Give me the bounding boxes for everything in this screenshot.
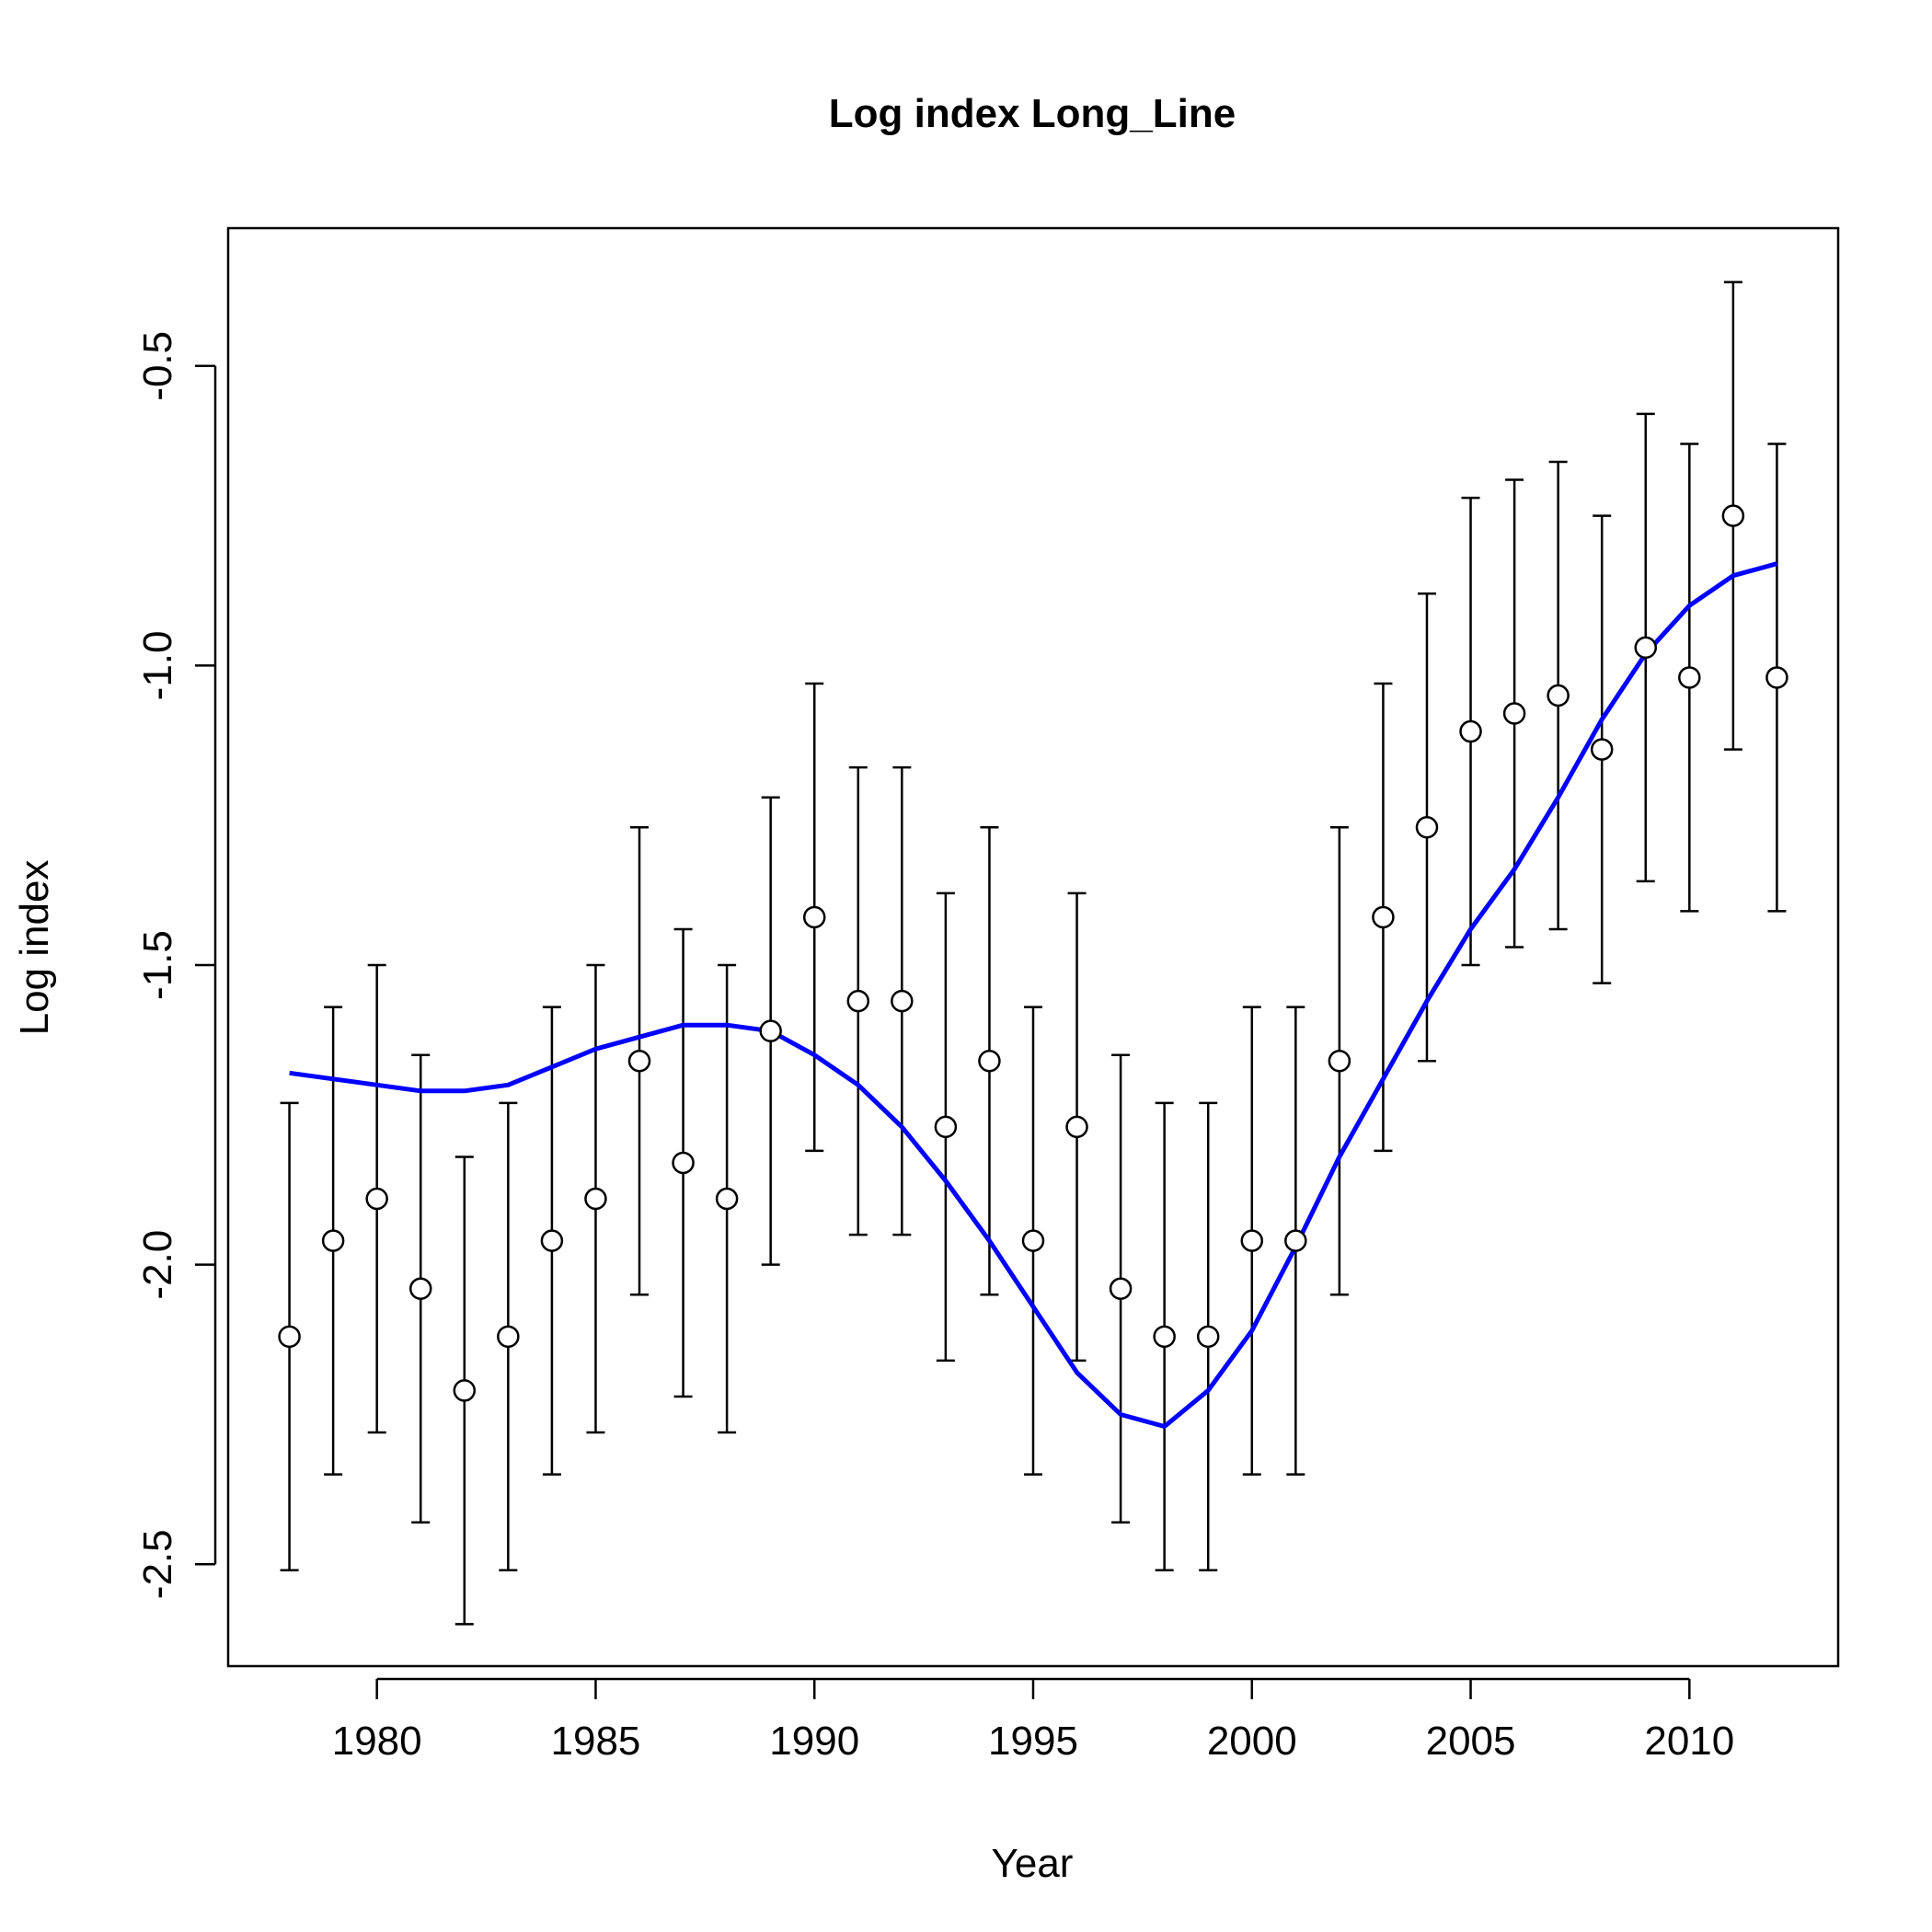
data-point — [408, 1277, 432, 1300]
data-point — [1590, 738, 1614, 761]
data-point — [802, 905, 826, 929]
x-tick-label: 1980 — [332, 1719, 422, 1764]
data-point — [1765, 666, 1788, 689]
x-tick-label: 1995 — [988, 1719, 1078, 1764]
y-tick-label: -1.5 — [135, 930, 180, 1000]
data-point — [934, 1115, 958, 1139]
y-axis-label: Log index — [12, 860, 57, 1036]
data-point — [1678, 666, 1701, 689]
x-tick-label: 1985 — [551, 1719, 641, 1764]
x-tick-label: 2000 — [1207, 1719, 1297, 1764]
data-point — [584, 1187, 607, 1211]
data-point — [497, 1325, 520, 1349]
data-point — [321, 1229, 345, 1252]
data-point — [715, 1187, 739, 1211]
chart-title: Log index Long_Line — [829, 91, 1236, 136]
data-point — [1065, 1115, 1088, 1139]
plot-frame — [226, 226, 1840, 1668]
data-point — [1328, 1049, 1351, 1073]
data-point — [1284, 1229, 1307, 1252]
error-bars — [280, 281, 1787, 1626]
data-point — [1459, 719, 1482, 743]
y-tick-label: -2.0 — [135, 1230, 180, 1300]
y-tick-label: -2.5 — [135, 1529, 180, 1599]
data-point — [1415, 816, 1439, 839]
data-point — [846, 989, 870, 1013]
y-axis: -2.5 -2.0 -1.5 -1.0 -0.5 — [135, 331, 217, 1599]
x-axis-label: Year — [992, 1841, 1074, 1886]
data-point — [1502, 702, 1526, 725]
data-point — [1196, 1325, 1220, 1349]
data-point — [672, 1151, 695, 1175]
data-point — [627, 1049, 651, 1073]
data-point — [278, 1325, 301, 1349]
data-point — [453, 1379, 477, 1402]
x-tick-label: 1990 — [769, 1719, 859, 1764]
data-point — [1547, 684, 1570, 707]
data-point — [1240, 1229, 1264, 1252]
data-point — [1021, 1229, 1045, 1252]
data-point — [978, 1049, 1001, 1073]
x-tick-label: 2005 — [1426, 1719, 1516, 1764]
x-tick-label: 2010 — [1644, 1719, 1734, 1764]
data-point — [540, 1229, 564, 1252]
data-point — [365, 1187, 388, 1211]
y-tick-label: -0.5 — [135, 331, 180, 401]
data-point — [1721, 504, 1745, 527]
data-point — [1109, 1277, 1133, 1300]
fitted-line — [289, 561, 1778, 1429]
data-point — [1153, 1325, 1176, 1349]
y-tick-label: -1.0 — [135, 630, 180, 700]
data-point — [1634, 636, 1658, 660]
data-point — [891, 989, 914, 1013]
observed-points — [278, 504, 1788, 1402]
data-point — [1372, 905, 1395, 929]
data-point — [759, 1019, 782, 1042]
x-axis: 1980 1985 1990 1995 2000 2005 2010 — [332, 1677, 1734, 1764]
